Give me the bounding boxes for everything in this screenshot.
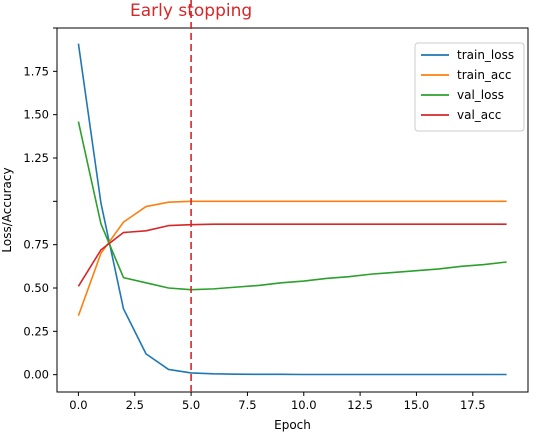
axes-frame [56, 27, 529, 393]
legend-label: train_acc [457, 68, 511, 82]
legend-label: val_loss [457, 88, 504, 102]
x-tick-label: 5.0 [182, 398, 200, 412]
y-tick-label: 0.25 [23, 324, 49, 338]
legend-label: val_acc [457, 108, 501, 122]
early-stopping-label: Early stopping [130, 1, 252, 21]
legend-label: train_loss [457, 48, 514, 62]
legend-box [414, 42, 525, 132]
x-tick-label: 17.5 [460, 398, 486, 412]
x-tick-label: 10.0 [291, 398, 317, 412]
series-line-val-loss [77, 121, 507, 291]
y-tick-label: 1.25 [23, 151, 49, 165]
y-tick-label: 1.75 [23, 64, 49, 78]
y-tick-label: 0.50 [23, 281, 49, 295]
plot-area: 0.0 2.5 5.0 7.5 10.0 12.5 15.0 17.5 0.00 0.25 0.50… [23, 0, 529, 412]
x-tick-label: 7.5 [238, 398, 256, 412]
x-tick-label: 15.0 [404, 398, 430, 412]
y-tick-label: 0.75 [23, 238, 49, 252]
y-axis-label: Loss/Accuracy [0, 167, 14, 252]
series-line-train-loss [77, 43, 507, 376]
y-tick-label: 0.00 [23, 368, 49, 382]
y-tick-label: 1.50 [23, 108, 49, 122]
series-line-train-acc [77, 200, 507, 317]
x-axis-label: Epoch [274, 418, 311, 432]
series-line-val-acc [77, 223, 507, 287]
x-tick-label: 12.5 [347, 398, 373, 412]
legend: train_loss train_acc val_loss val_acc [414, 42, 525, 132]
x-tick-label: 0.0 [69, 398, 87, 412]
x-tick-label: 2.5 [126, 398, 144, 412]
